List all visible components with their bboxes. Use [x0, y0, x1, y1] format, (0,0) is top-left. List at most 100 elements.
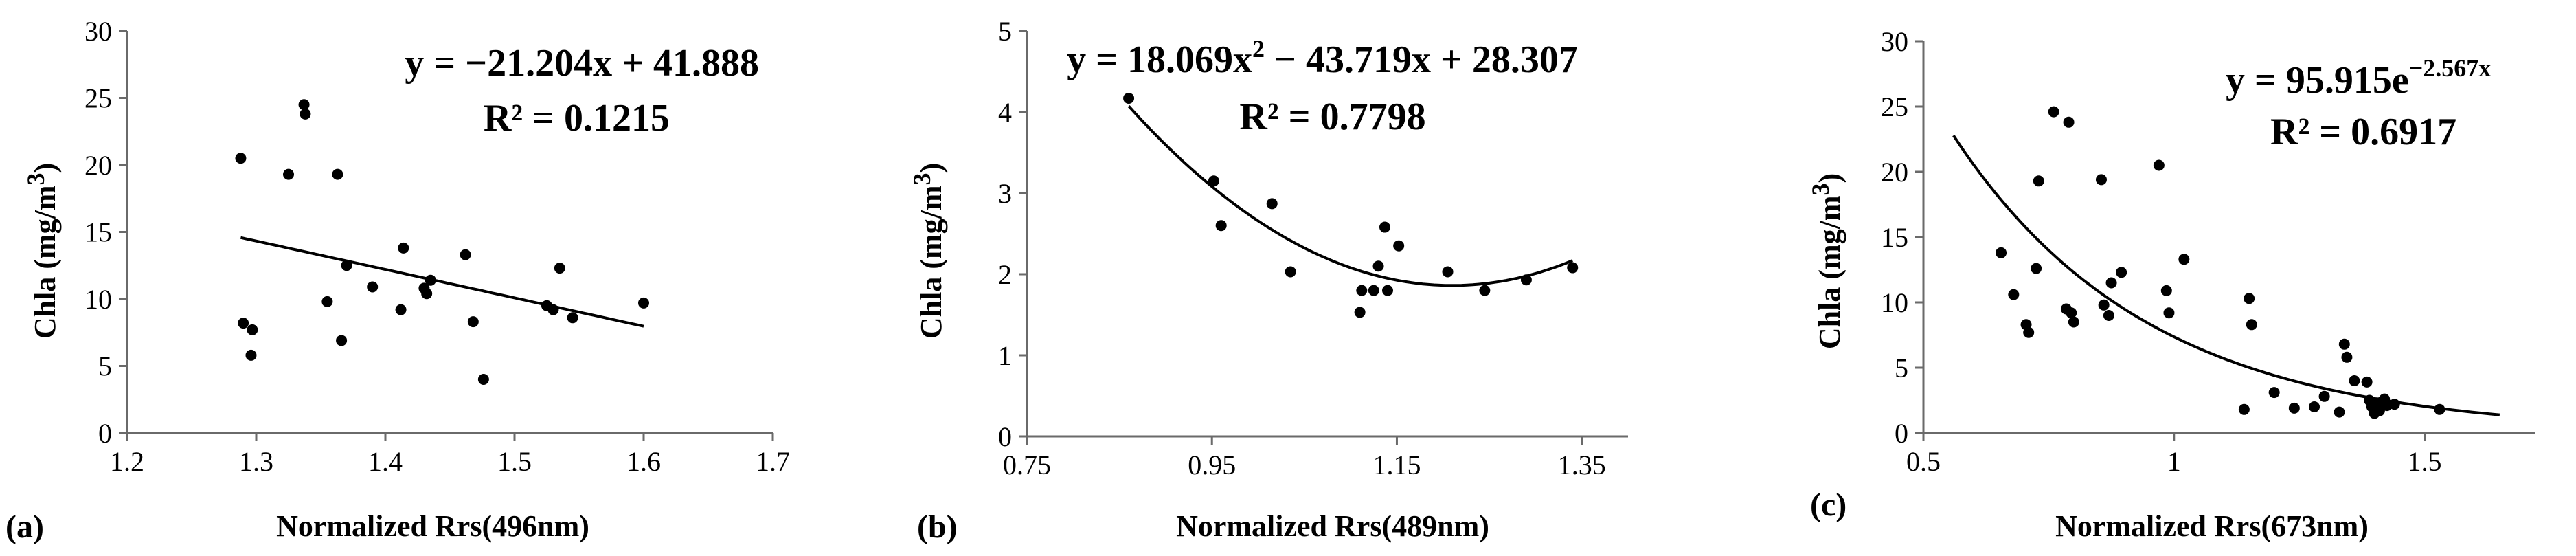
data-point: [2160, 285, 2172, 296]
data-point: [2023, 326, 2035, 338]
y-tick-label: 0: [998, 421, 1012, 452]
data-point: [2388, 399, 2400, 410]
data-point: [2178, 254, 2190, 265]
data-point: [2361, 376, 2373, 388]
data-point: [398, 242, 409, 254]
data-point: [2008, 289, 2020, 300]
r-squared-b: R² = 0.7798: [1239, 96, 1425, 138]
y-tick-label: 10: [1881, 287, 1908, 318]
y-axis-title-b: Chla (mg/m3): [908, 163, 948, 339]
data-point: [2048, 106, 2059, 118]
data-point: [2068, 316, 2079, 328]
x-tick-label: 1.35: [1558, 449, 1606, 480]
data-point: [2063, 116, 2075, 128]
y-axis-title-a: Chla (mg/m3): [22, 163, 62, 339]
tick-labels-c: 0.5 1 1.5 0 5 10 15 20 25 30: [1881, 26, 2442, 477]
y-tick-label: 3: [998, 178, 1012, 209]
data-point: [1215, 220, 1227, 232]
data-point: [2334, 406, 2345, 418]
data-point: [1372, 260, 1384, 272]
tick-labels-b: 0.75 0.95 1.15 1.35 0 1 2 3 4 5: [998, 16, 1606, 480]
data-point: [554, 263, 565, 274]
tick-labels-a: 1.2 1.3 1.4 1.5 1.6 1.7 0 5 10 15 20 25 30: [84, 16, 790, 477]
data-point: [460, 249, 471, 260]
data-point: [1442, 266, 1454, 278]
equation-c: y = 95.915e−2.567x: [2226, 54, 2491, 102]
data-point: [2268, 387, 2280, 399]
data-point: [2349, 375, 2360, 386]
fit-curve-b: [1127, 105, 1573, 287]
data-point: [367, 281, 379, 293]
x-axis-title-b: Normalized Rrs(489nm): [1176, 509, 1489, 543]
y-tick-label: 1: [998, 340, 1012, 371]
y-tick-label: 30: [1881, 26, 1908, 57]
data-point: [1368, 285, 1379, 296]
x-tick-label: 1.6: [626, 446, 661, 477]
data-point: [2309, 401, 2320, 412]
y-tick-label: 15: [84, 217, 112, 248]
data-point: [341, 260, 352, 271]
y-tick-label: 15: [1881, 222, 1908, 253]
data-point: [1285, 266, 1296, 278]
y-axis-title-c: Chla (mg/m3): [1807, 173, 1846, 349]
data-points-a: [235, 99, 649, 385]
y-tick-label: 10: [84, 284, 112, 315]
axes-c: [1915, 40, 2535, 441]
trend-curve: [1952, 135, 2500, 416]
y-tick-label: 20: [84, 150, 112, 181]
y-tick-label: 30: [84, 16, 112, 47]
data-point: [2244, 293, 2255, 304]
data-point: [1208, 175, 1219, 187]
data-point: [2105, 277, 2117, 289]
data-point: [2066, 307, 2077, 319]
y-tick-label: 2: [998, 259, 1012, 290]
data-point: [1567, 262, 1579, 274]
data-point: [395, 304, 407, 315]
data-point: [1479, 285, 1491, 296]
fit-curve-c: [1952, 135, 2500, 416]
x-tick-label: 0.5: [1906, 446, 1941, 477]
x-tick-label: 1.15: [1372, 449, 1421, 480]
r-squared-c: R² = 0.6917: [2270, 111, 2456, 153]
data-point: [2103, 310, 2114, 321]
data-point: [300, 108, 311, 120]
x-tick-label: 1.3: [239, 446, 273, 477]
data-point: [2116, 267, 2127, 278]
data-point: [1123, 92, 1135, 104]
equation-a: y = −21.204x + 41.888: [405, 42, 759, 85]
data-point: [336, 335, 348, 346]
data-point: [2318, 390, 2330, 402]
data-point: [425, 274, 436, 286]
data-point: [2288, 402, 2300, 414]
panel-label-b: (b): [917, 509, 958, 545]
axes-b: [1019, 30, 1628, 445]
data-point: [332, 168, 343, 180]
chart-panel-a: 1.2 1.3 1.4 1.5 1.6 1.7 0 5 10 15 20 25 30 Normalize…: [5, 16, 790, 545]
chart-panel-c: 0.5 1 1.5 0 5 10 15 20 25 30 Normalized Rrs(673nm…: [1807, 26, 2535, 543]
data-point: [321, 296, 333, 307]
x-tick-label: 1.4: [368, 446, 403, 477]
equation-b: y = 18.069x2 − 43.719x + 28.307: [1067, 35, 1578, 81]
data-point: [421, 288, 433, 300]
data-point: [1356, 285, 1368, 296]
data-point: [477, 374, 489, 385]
x-tick-label: 0.95: [1188, 449, 1236, 480]
data-point: [467, 316, 479, 328]
y-tick-label: 5: [1895, 353, 1908, 383]
data-point: [1266, 198, 1278, 210]
data-point: [2163, 307, 2175, 319]
data-point: [245, 349, 257, 361]
data-point: [238, 318, 249, 329]
data-point: [2246, 319, 2257, 331]
data-point: [2341, 351, 2353, 363]
x-tick-label: 1.5: [497, 446, 532, 477]
trend-curve: [1127, 105, 1573, 287]
data-point: [283, 168, 294, 180]
chart-panel-b: 0.75 0.95 1.15 1.35 0 1 2 3 4 5 Normalized Rrs(48…: [908, 16, 1628, 545]
data-point: [2033, 175, 2044, 187]
x-tick-label: 1.2: [110, 446, 144, 477]
data-point: [2238, 403, 2250, 415]
data-point: [2031, 263, 2042, 274]
y-tick-label: 5: [98, 351, 112, 382]
